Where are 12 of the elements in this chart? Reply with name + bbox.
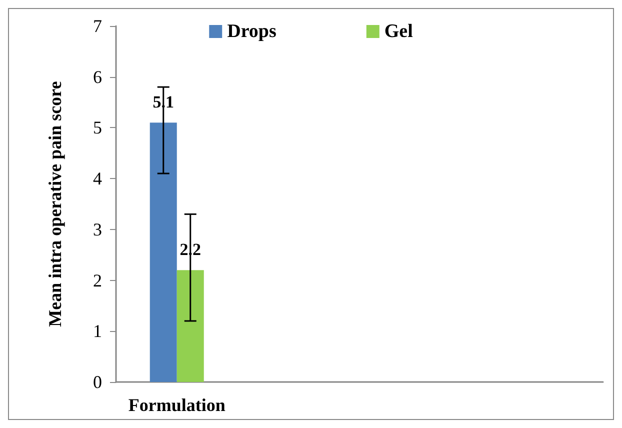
y-tick-label: 3 [93, 219, 102, 240]
y-tick-label: 5 [93, 118, 102, 138]
y-tick-label: 1 [93, 321, 102, 342]
y-tick-label: 4 [93, 168, 102, 189]
y-axis-title: Mean intra operative pain score [45, 81, 65, 327]
y-tick-label: 7 [93, 16, 102, 36]
legend-label: Drops [227, 21, 276, 42]
y-tick-label: 0 [93, 372, 102, 392]
x-tick-label: Formulation [128, 395, 226, 415]
y-tick-label: 2 [93, 270, 102, 290]
y-tick-label: 6 [93, 66, 102, 87]
legend-label: Gel [384, 21, 413, 42]
